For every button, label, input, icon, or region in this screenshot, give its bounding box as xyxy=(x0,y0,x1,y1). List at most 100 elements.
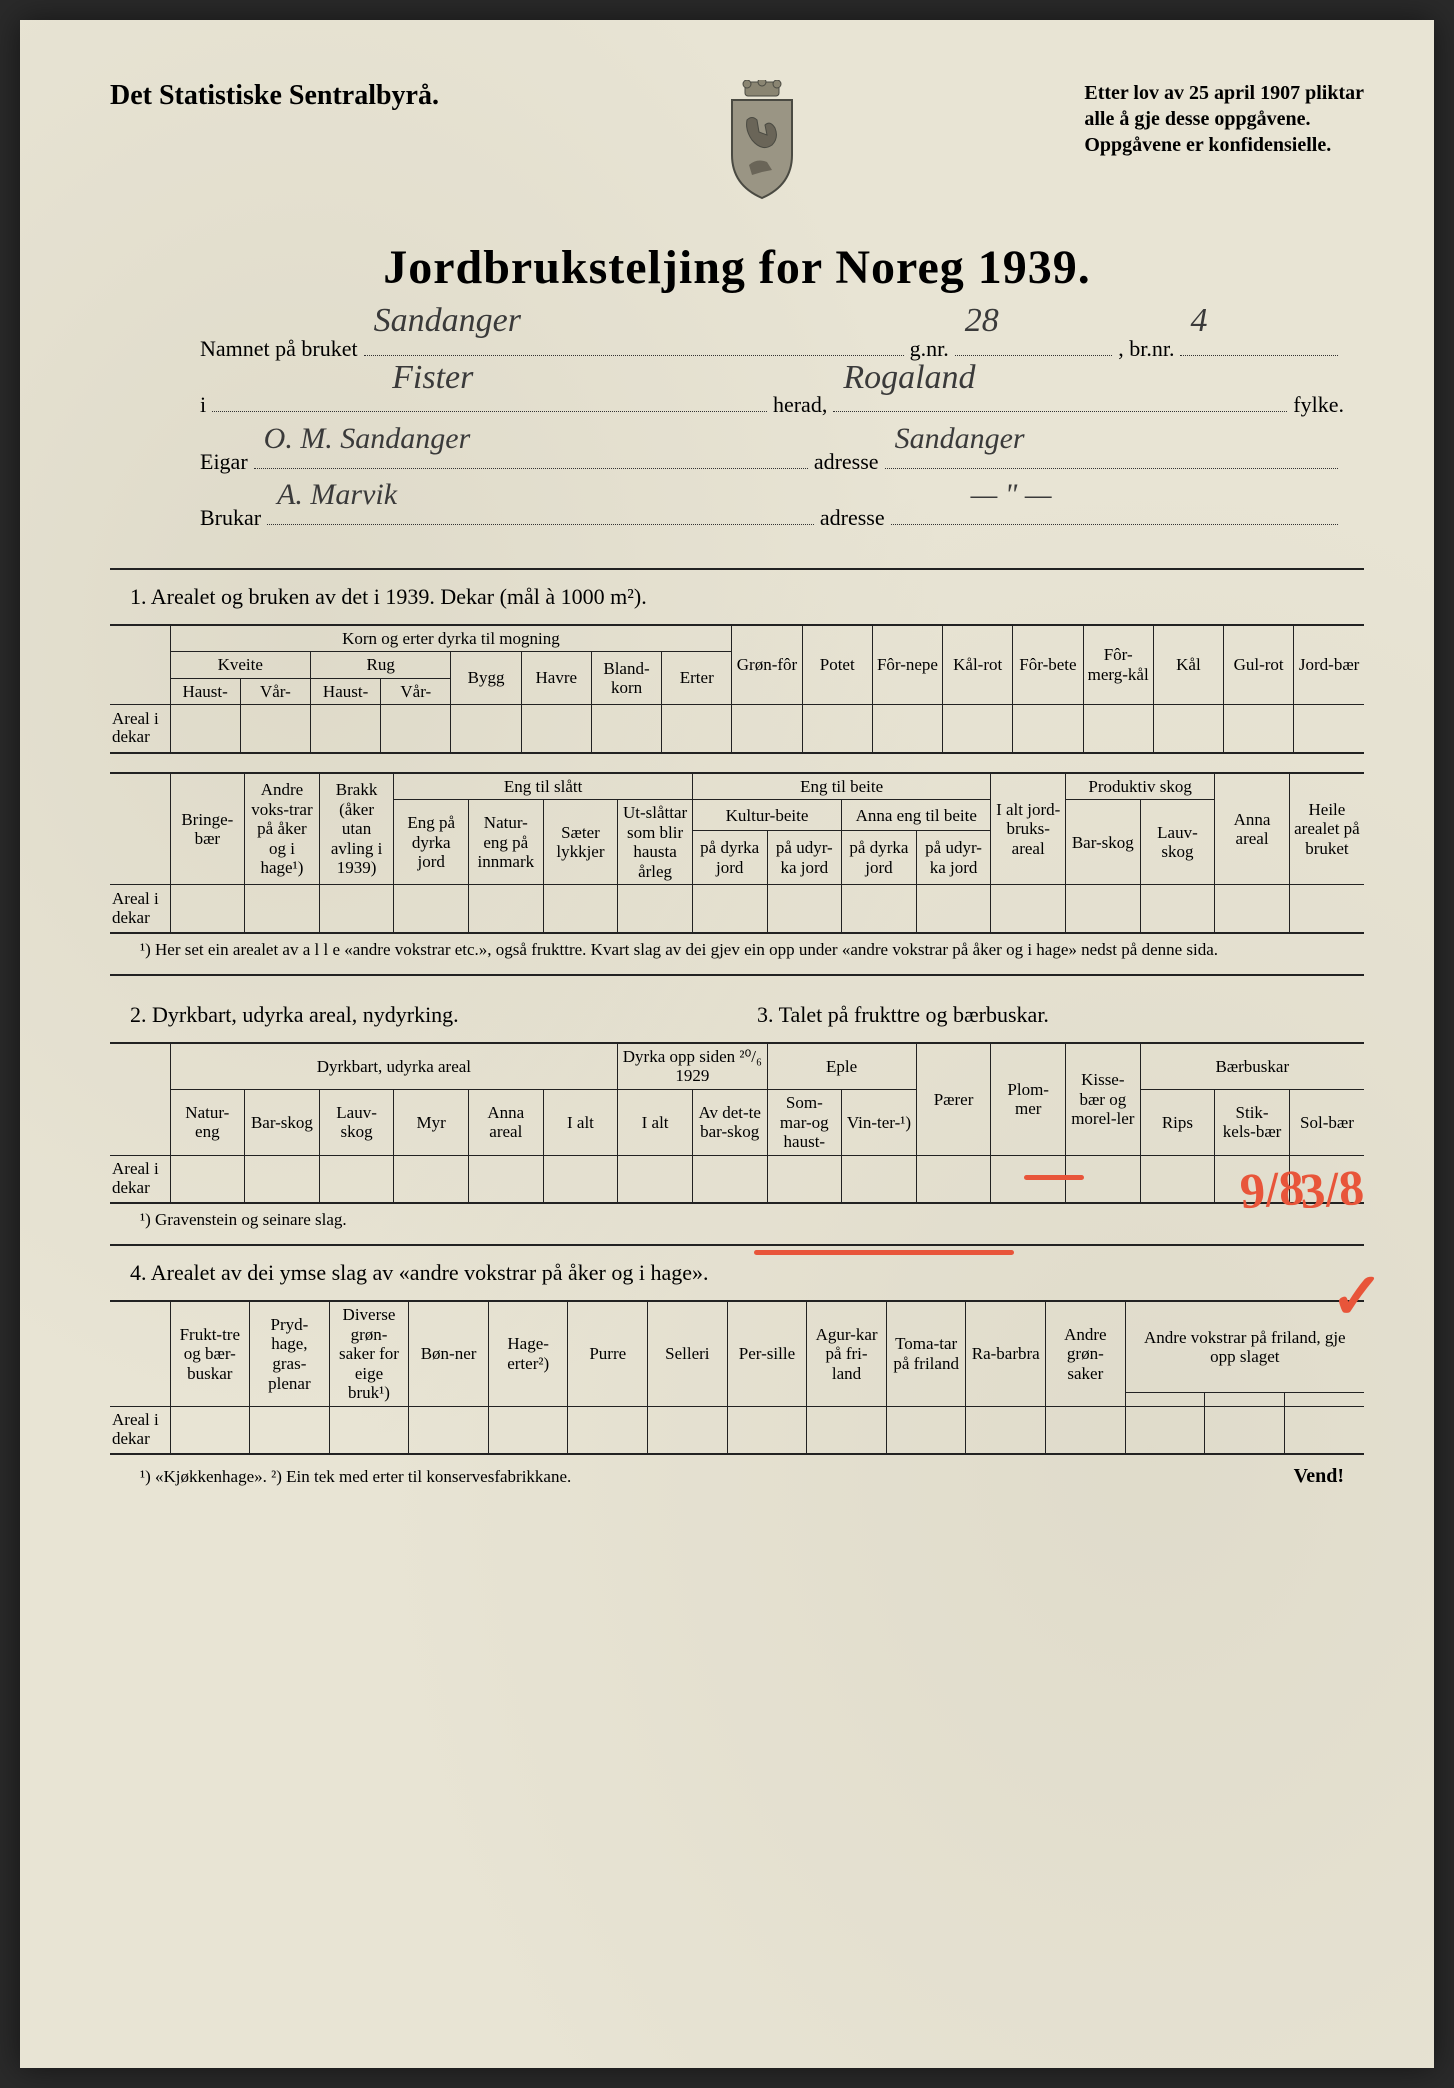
herad-value: Rogaland xyxy=(843,341,975,416)
h-saeter: Sæter lykkjer xyxy=(543,800,618,885)
h-anna2: Anna areal xyxy=(469,1090,544,1156)
document-title: Jordbruksteljing for Noreg 1939. xyxy=(110,240,1364,295)
section2-heading: 2. Dyrkbart, udyrka areal, nydyrking. xyxy=(130,1002,737,1028)
brnr-label: , br.nr. xyxy=(1118,325,1174,373)
section1-footnote: ¹) Her set ein arealet av a l l e «andre… xyxy=(140,940,1364,960)
agency-name: Det Statistiske Sentralbyrå. xyxy=(110,80,439,112)
h-erter: Erter xyxy=(662,652,732,705)
section4-table: Frukt-tre og bær-buskar Pryd-hage, gras-… xyxy=(110,1300,1364,1455)
section1-table-b: Bringe-bær Andre voks-trar på åker og i … xyxy=(110,772,1364,934)
h-gronfor: Grøn-fôr xyxy=(732,625,802,705)
h-rug-var: Vår- xyxy=(381,678,451,705)
h-jordbaer: Jord-bær xyxy=(1294,625,1364,705)
h-forbete: Fôr-bete xyxy=(1013,625,1083,705)
h-eng-dyrka: Eng på dyrka jord xyxy=(394,800,469,885)
h-prydhage: Pryd-hage, gras-plenar xyxy=(250,1301,330,1406)
h-eple: Eple xyxy=(767,1043,916,1090)
h-bonner: Bøn-ner xyxy=(409,1301,489,1406)
h-utslattar: Ut-slåttar som blir hausta årleg xyxy=(618,800,693,885)
brukar-label: Brukar xyxy=(200,494,261,542)
h-hageerter: Hage-erter²) xyxy=(488,1301,568,1406)
i-value: Fister xyxy=(392,341,473,416)
h-eng-beite: Eng til beite xyxy=(692,773,991,800)
h-fornepe: Fôr-nepe xyxy=(872,625,942,705)
h-stikkels: Stik-kels-bær xyxy=(1215,1090,1290,1156)
table-row: Areal i dekar xyxy=(110,1406,1364,1454)
h-heile: Heile arealet på bruket xyxy=(1289,773,1364,885)
h-bygg: Bygg xyxy=(451,652,521,705)
h-lauvskog: Lauv-skog xyxy=(1140,800,1215,885)
i-label: i xyxy=(200,381,206,429)
h-baerbuskar: Bærbuskar xyxy=(1140,1043,1364,1090)
eigar-label: Eigar xyxy=(200,438,248,486)
h-kisse: Kisse-bær og morel-ler xyxy=(1066,1043,1141,1155)
h-kb-dyrka: på dyrka jord xyxy=(692,831,767,885)
table-row: Areal i dekar xyxy=(110,1155,1364,1203)
section23-heading-row: 2. Dyrkbart, udyrka areal, nydyrking. 3.… xyxy=(110,990,1364,1042)
h-ae-dyrka: på dyrka jord xyxy=(842,831,917,885)
h-ialt: I alt xyxy=(543,1090,618,1156)
h-havre: Havre xyxy=(521,652,591,705)
legal-line3: Oppgåvene er konfidensielle. xyxy=(1084,134,1331,156)
h-andre-vokstrar: Andre voks-trar på åker og i hage¹) xyxy=(245,773,320,885)
section1-heading: 1. Arealet og bruken av det i 1939. Deka… xyxy=(130,584,1364,610)
h-plommer: Plom-mer xyxy=(991,1043,1066,1155)
h-myr: Myr xyxy=(394,1090,469,1156)
h-ialt2: I alt xyxy=(618,1090,693,1156)
h-anna-areal: Anna areal xyxy=(1215,773,1290,885)
h-kb-udyrka: på udyr-ka jord xyxy=(767,831,842,885)
section4-heading: 4. Arealet av dei ymse slag av «andre vo… xyxy=(130,1260,1364,1286)
red-annotation-2: 3/8 xyxy=(1298,1158,1366,1220)
row-label: Areal i dekar xyxy=(110,705,170,753)
h-solbaer: Sol-bær xyxy=(1289,1090,1364,1156)
brnr-value: 4 xyxy=(1190,284,1207,359)
fylke-label: fylke. xyxy=(1293,381,1344,429)
h-tomatar: Toma-tar på friland xyxy=(886,1301,966,1406)
adresse2-value: — " — xyxy=(971,462,1052,528)
namnet-label: Namnet på bruket xyxy=(200,325,358,373)
h-purre: Purre xyxy=(568,1301,648,1406)
h-dyrkbart: Dyrkbart, udyrka areal xyxy=(170,1043,618,1090)
vend-label: Vend! xyxy=(1294,1465,1344,1488)
h-bringebaer: Bringe-bær xyxy=(170,773,245,885)
h-persille: Per-sille xyxy=(727,1301,807,1406)
section2-footnote: ¹) Gravenstein og seinare slag. xyxy=(140,1210,1364,1230)
row-label: Areal i dekar xyxy=(110,885,170,933)
line-brukar: Brukar A. Marvik adresse — " — xyxy=(200,494,1344,542)
h-kalrot: Kål-rot xyxy=(943,625,1013,705)
form-header-block: Namnet på bruket Sandanger g.nr. 28 , br… xyxy=(200,325,1344,543)
h-rabarbra: Ra-barbra xyxy=(966,1301,1046,1406)
h-lauvskog2: Lauv-skog xyxy=(319,1090,394,1156)
h-potet: Potet xyxy=(802,625,872,705)
h-rug: Rug xyxy=(310,652,450,679)
h-kveite-haust: Haust- xyxy=(170,678,240,705)
red-underline xyxy=(754,1250,1014,1255)
h-dyrkaopp: Dyrka opp siden ²⁰/₆ 1929 xyxy=(618,1043,767,1090)
row-label: Areal i dekar xyxy=(110,1406,170,1454)
divider xyxy=(110,974,1364,976)
h-eng-slatt: Eng til slått xyxy=(394,773,693,800)
section4-footnote: ¹) «Kjøkkenhage». ²) Ein tek med erter t… xyxy=(140,1467,571,1487)
h-barskog: Bar-skog xyxy=(1066,800,1141,885)
h-anna-eng: Anna eng til beite xyxy=(842,800,991,831)
legal-line1: Etter lov av 25 april 1907 pliktar xyxy=(1084,82,1364,104)
section3-heading: 3. Talet på frukttre og bærbuskar. xyxy=(757,1002,1364,1028)
red-checkmark: ✓ xyxy=(1330,1260,1384,1334)
h-andre-gron: Andre grøn-saker xyxy=(1046,1301,1126,1406)
h-avdet: Av det-te bar-skog xyxy=(692,1090,767,1156)
herad-label: herad, xyxy=(773,381,827,429)
legal-notice: Etter lov av 25 april 1907 pliktar alle … xyxy=(1084,80,1364,158)
h-natureng2: Natur-eng xyxy=(170,1090,245,1156)
table-row: Areal i dekar xyxy=(110,705,1364,753)
h-barskog2: Bar-skog xyxy=(245,1090,320,1156)
brukar-value: A. Marvik xyxy=(277,462,397,528)
h-kulturbeite: Kultur-beite xyxy=(692,800,841,831)
h-kveite: Kveite xyxy=(170,652,310,679)
h-brakk: Brakk (åker utan avling i 1939) xyxy=(319,773,394,885)
h-kveite-var: Vår- xyxy=(240,678,310,705)
h-natureng: Natur-eng på innmark xyxy=(469,800,544,885)
h-gulrot: Gul-rot xyxy=(1224,625,1294,705)
line-namnet: Namnet på bruket Sandanger g.nr. 28 , br… xyxy=(200,325,1344,373)
h-paerer: Pærer xyxy=(916,1043,991,1155)
h-korn: Korn og erter dyrka til mogning xyxy=(170,625,732,652)
